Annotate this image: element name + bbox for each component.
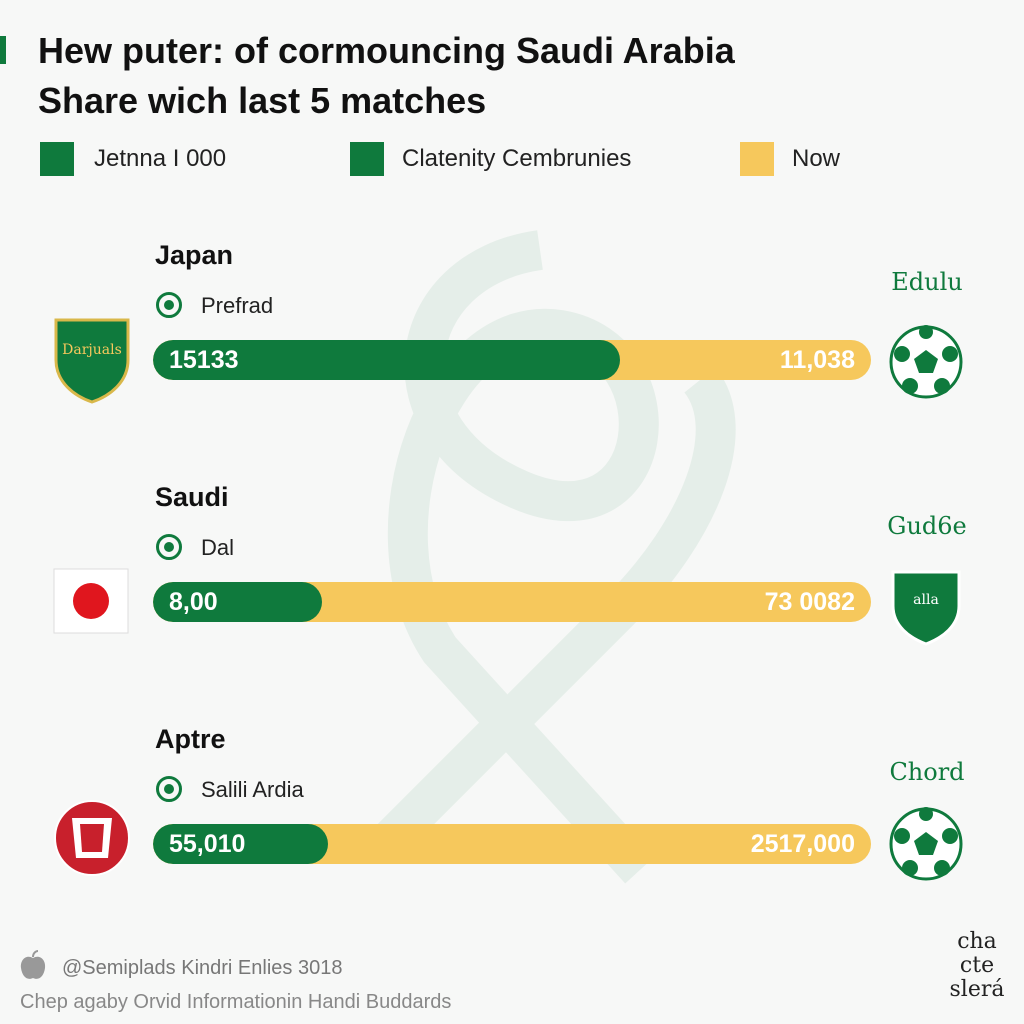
script-label: Gud6e [887,512,967,540]
ball-icon [54,800,130,876]
legend-swatch [350,142,384,176]
badge-text: Darjuals [62,342,122,358]
legend-label: Clatenity Cembrunies [402,145,632,172]
right-value: 11,038 [779,346,855,374]
corner-mark: cha cte slerá [949,929,1005,1002]
footer-source: Chep agaby Orvid Informationin Handi Bud… [20,991,452,1013]
left-value: 8,00 [169,588,218,616]
watermark [365,230,736,884]
footer-credit: @Semiplads Kindri Enlies 3018 [62,957,343,979]
option-label: Dal [201,535,235,560]
title-line: Hew puter: of cormouncing Saudi Arabia [38,30,735,71]
title-line: Share wich last 5 matches [38,80,487,121]
bar-green [153,824,328,864]
share-bar: 8,00 73 0082 [153,582,871,622]
left-value: 55,010 [169,830,246,858]
script-label: Edulu [891,268,963,296]
ball-icon [889,807,963,881]
accent-bar [0,36,6,64]
radio[interactable] [156,776,182,802]
share-bar: 15133 11,038 [153,340,871,380]
logo-icon [20,950,46,979]
left-value: 15133 [169,346,239,374]
right-value: 73 0082 [764,588,855,616]
bar-green [153,582,322,622]
title: Hew puter: of cormouncing Saudi Arabia S… [38,26,735,126]
option-label: Salili Ardia [201,777,304,802]
legend-swatch [740,142,774,176]
flag-icon [53,568,129,634]
team-badge: alla [891,570,961,646]
team-badge: Darjuals [54,318,130,404]
share-bar: 55,010 2517,000 [153,824,871,864]
right-value: 2517,000 [750,830,855,858]
legend-swatch [40,142,74,176]
ball-icon [889,325,963,399]
radio[interactable] [156,292,182,318]
legend-label: Now [792,145,841,172]
bar-green [153,340,620,380]
team-name: Saudi [155,482,229,512]
badge-text: alla [913,592,939,608]
script-label: Chord [889,758,965,786]
legend-label: Jetnna I 000 [94,145,227,172]
option-label: Prefrad [201,293,274,318]
team-name: Japan [155,240,234,270]
team-name: Aptre [155,724,226,754]
radio[interactable] [156,534,182,560]
